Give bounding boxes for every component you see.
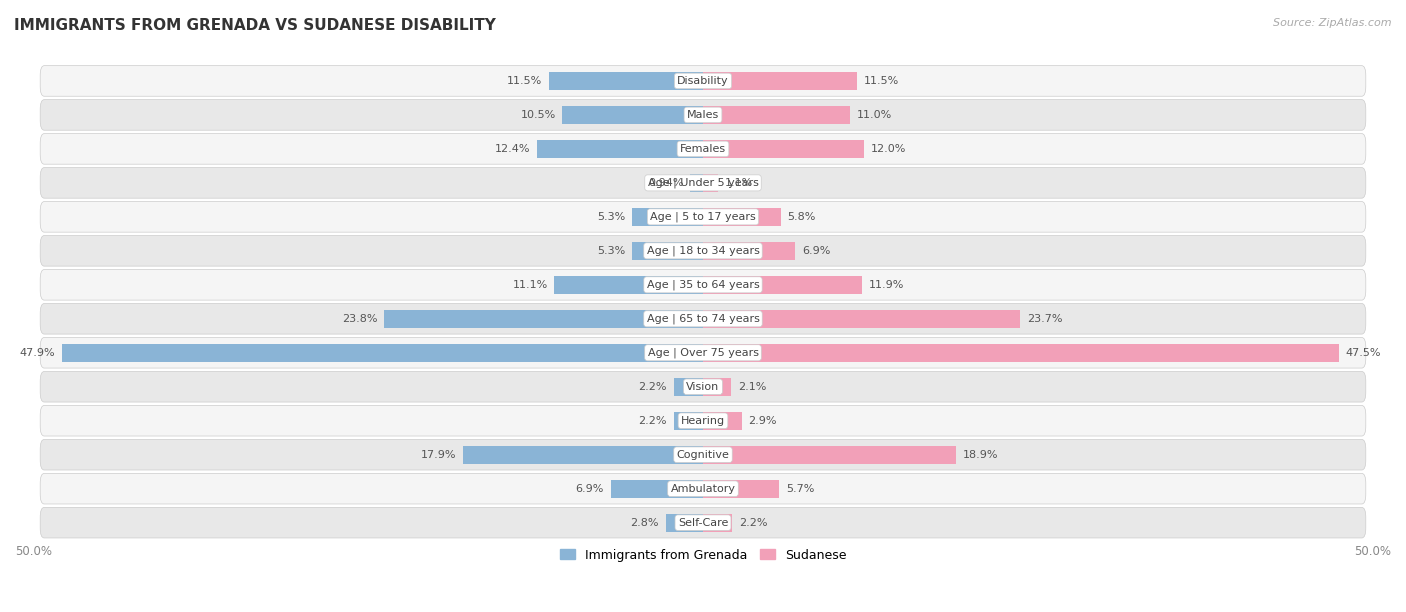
Text: 2.9%: 2.9%	[748, 416, 778, 426]
Bar	[703, 514, 733, 531]
Text: 11.5%: 11.5%	[508, 76, 543, 86]
FancyBboxPatch shape	[41, 100, 1365, 130]
Text: 11.1%: 11.1%	[512, 280, 548, 290]
Bar	[610, 480, 703, 498]
Text: 47.9%: 47.9%	[20, 348, 55, 358]
FancyBboxPatch shape	[41, 269, 1365, 300]
Text: 1.1%: 1.1%	[724, 178, 752, 188]
Bar	[703, 480, 779, 498]
Bar	[703, 276, 862, 294]
Text: 5.7%: 5.7%	[786, 483, 814, 494]
Text: 2.1%: 2.1%	[738, 382, 766, 392]
Text: 10.5%: 10.5%	[520, 110, 555, 120]
Text: Age | 5 to 17 years: Age | 5 to 17 years	[650, 212, 756, 222]
Text: Age | Under 5 years: Age | Under 5 years	[648, 177, 758, 188]
Text: 6.9%: 6.9%	[801, 246, 831, 256]
FancyBboxPatch shape	[41, 474, 1365, 504]
Legend: Immigrants from Grenada, Sudanese: Immigrants from Grenada, Sudanese	[555, 543, 851, 567]
Bar	[537, 140, 703, 158]
Bar	[562, 106, 703, 124]
Text: Self-Care: Self-Care	[678, 518, 728, 528]
Text: 5.3%: 5.3%	[598, 212, 626, 222]
Text: 11.0%: 11.0%	[858, 110, 893, 120]
Bar	[673, 412, 703, 430]
FancyBboxPatch shape	[41, 236, 1365, 266]
Bar	[703, 174, 717, 192]
Text: 0.94%: 0.94%	[648, 178, 683, 188]
Text: 5.8%: 5.8%	[787, 212, 815, 222]
Text: 17.9%: 17.9%	[422, 450, 457, 460]
Bar	[703, 208, 780, 226]
FancyBboxPatch shape	[41, 65, 1365, 96]
Bar	[703, 446, 956, 463]
Text: Males: Males	[688, 110, 718, 120]
FancyBboxPatch shape	[41, 507, 1365, 538]
FancyBboxPatch shape	[41, 201, 1365, 232]
Text: Females: Females	[681, 144, 725, 154]
Text: 11.5%: 11.5%	[863, 76, 898, 86]
Text: 2.8%: 2.8%	[630, 518, 659, 528]
Bar	[703, 310, 1021, 327]
Text: 2.2%: 2.2%	[638, 416, 666, 426]
Bar	[464, 446, 703, 463]
Text: 5.3%: 5.3%	[598, 246, 626, 256]
Bar	[703, 378, 731, 395]
FancyBboxPatch shape	[41, 439, 1365, 470]
FancyBboxPatch shape	[41, 337, 1365, 368]
Bar	[690, 174, 703, 192]
Text: 47.5%: 47.5%	[1346, 348, 1381, 358]
Text: Source: ZipAtlas.com: Source: ZipAtlas.com	[1274, 18, 1392, 28]
Text: Cognitive: Cognitive	[676, 450, 730, 460]
Bar	[703, 106, 851, 124]
Bar	[633, 208, 703, 226]
Text: Age | Over 75 years: Age | Over 75 years	[648, 348, 758, 358]
Text: 23.7%: 23.7%	[1026, 314, 1063, 324]
Text: 18.9%: 18.9%	[963, 450, 998, 460]
Bar	[384, 310, 703, 327]
FancyBboxPatch shape	[41, 304, 1365, 334]
Bar	[703, 72, 858, 90]
Text: Hearing: Hearing	[681, 416, 725, 426]
Text: Age | 18 to 34 years: Age | 18 to 34 years	[647, 245, 759, 256]
Text: Ambulatory: Ambulatory	[671, 483, 735, 494]
Text: Vision: Vision	[686, 382, 720, 392]
FancyBboxPatch shape	[41, 371, 1365, 402]
Bar	[703, 344, 1339, 362]
Text: IMMIGRANTS FROM GRENADA VS SUDANESE DISABILITY: IMMIGRANTS FROM GRENADA VS SUDANESE DISA…	[14, 18, 496, 34]
Bar	[673, 378, 703, 395]
Bar	[62, 344, 703, 362]
Bar	[633, 242, 703, 259]
Bar	[703, 412, 742, 430]
Text: 6.9%: 6.9%	[575, 483, 605, 494]
Text: 23.8%: 23.8%	[342, 314, 378, 324]
FancyBboxPatch shape	[41, 168, 1365, 198]
Bar	[554, 276, 703, 294]
Text: Age | 65 to 74 years: Age | 65 to 74 years	[647, 313, 759, 324]
Text: 12.4%: 12.4%	[495, 144, 530, 154]
Text: 2.2%: 2.2%	[740, 518, 768, 528]
Bar	[548, 72, 703, 90]
Text: 2.2%: 2.2%	[638, 382, 666, 392]
Text: 11.9%: 11.9%	[869, 280, 904, 290]
Bar	[665, 514, 703, 531]
FancyBboxPatch shape	[41, 405, 1365, 436]
Text: Disability: Disability	[678, 76, 728, 86]
Bar	[703, 140, 863, 158]
FancyBboxPatch shape	[41, 133, 1365, 164]
Text: Age | 35 to 64 years: Age | 35 to 64 years	[647, 280, 759, 290]
Text: 12.0%: 12.0%	[870, 144, 905, 154]
Bar	[703, 242, 796, 259]
